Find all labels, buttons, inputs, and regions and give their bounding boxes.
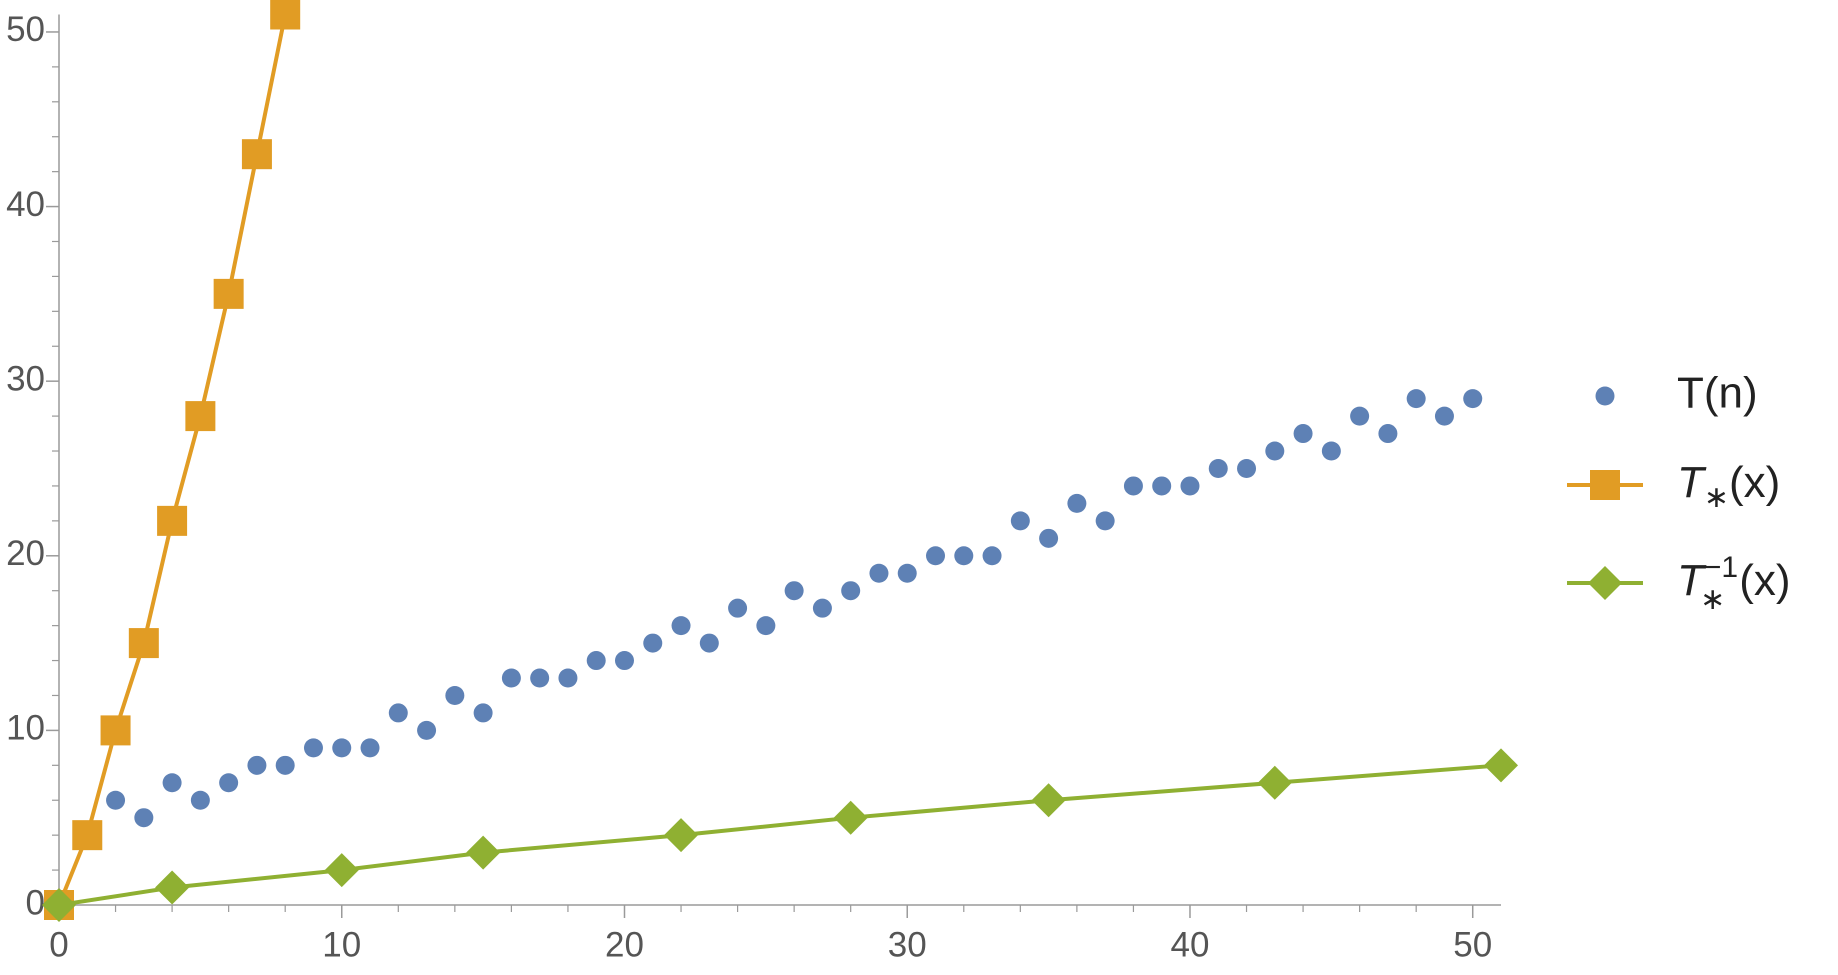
legend-label-sup: −1 [1704,551,1738,584]
x-tick-label: 20 [605,925,644,964]
data-point [1180,476,1200,496]
data-point [1434,406,1454,426]
legend-label: T−1 ∗ (x) [1677,551,1791,616]
data-point [185,401,216,432]
data-point [270,0,301,30]
data-point [275,755,295,775]
data-point [213,278,244,309]
data-point [982,546,1002,566]
data-point [1484,748,1518,783]
data-point [388,703,408,723]
y-tick-label: 30 [6,359,45,398]
legend-marker [1590,470,1620,500]
data-point [445,685,465,705]
data-point [1039,528,1059,548]
x-tick-label: 50 [1453,925,1492,964]
data-point [812,598,832,618]
data-point [155,870,190,905]
data-point [1463,389,1483,409]
legend-label-arg: (x) [1729,458,1780,507]
data-point [869,563,889,583]
data-point [833,800,868,835]
data-point [501,668,521,688]
data-point [241,139,272,170]
data-point [530,668,550,688]
data-point [157,505,188,536]
data-point [1208,458,1228,478]
data-point [162,773,182,793]
data-point [1257,765,1292,800]
data-point [756,616,776,636]
data-point [1293,424,1313,444]
legend-label: T(n) [1677,369,1758,418]
legend-label-base: T [1677,458,1707,507]
legend-label-arg: (x) [1739,556,1790,605]
data-point [1378,424,1398,444]
y-tick-label: 0 [26,883,45,922]
x-tick-label: 30 [888,925,927,964]
data-point [106,790,126,810]
data-point [360,738,380,758]
data-point [303,738,323,758]
data-point [1406,389,1426,409]
legend-marker [1595,386,1615,406]
x-tick-label: 40 [1171,925,1210,964]
data-point [664,818,699,853]
data-point [190,790,210,810]
data-point [643,633,663,653]
data-point [219,773,239,793]
data-point [42,888,76,922]
data-point [784,581,804,601]
data-point [473,703,493,723]
data-point [728,598,748,618]
data-point [954,546,974,566]
legend-label-base: T [1677,556,1707,605]
data-point [897,563,917,583]
y-tick-label: 10 [6,709,45,748]
legend-label: T∗(x) [1677,458,1780,514]
data-point [417,720,437,740]
data-point [926,546,946,566]
y-tick-label: 20 [6,534,45,573]
data-point [1067,493,1087,513]
legend-label-sub: ∗ [1704,481,1729,514]
data-point [1350,406,1370,426]
data-point [614,651,634,671]
y-tick-label: 50 [6,10,45,49]
data-point [586,651,606,671]
data-point [699,633,719,653]
data-point [100,715,131,746]
data-point [72,820,103,851]
data-point [324,853,359,888]
data-point [1123,476,1143,496]
data-point [134,808,154,828]
x-tick-label: 10 [322,925,361,964]
data-point [558,668,578,688]
data-point [1237,458,1257,478]
data-point [128,628,159,659]
data-point [332,738,352,758]
data-point [1321,441,1341,461]
legend-label-sub: ∗ [1700,583,1725,616]
data-point [841,581,861,601]
data-point [1031,783,1066,818]
data-point [1010,511,1030,531]
x-tick-label: 0 [49,925,68,964]
data-point [247,755,267,775]
data-point [1265,441,1285,461]
data-point [671,616,691,636]
data-point [466,835,501,870]
data-point [1095,511,1115,531]
data-point [1152,476,1172,496]
legend-marker [1588,566,1622,600]
y-tick-label: 40 [6,185,45,224]
